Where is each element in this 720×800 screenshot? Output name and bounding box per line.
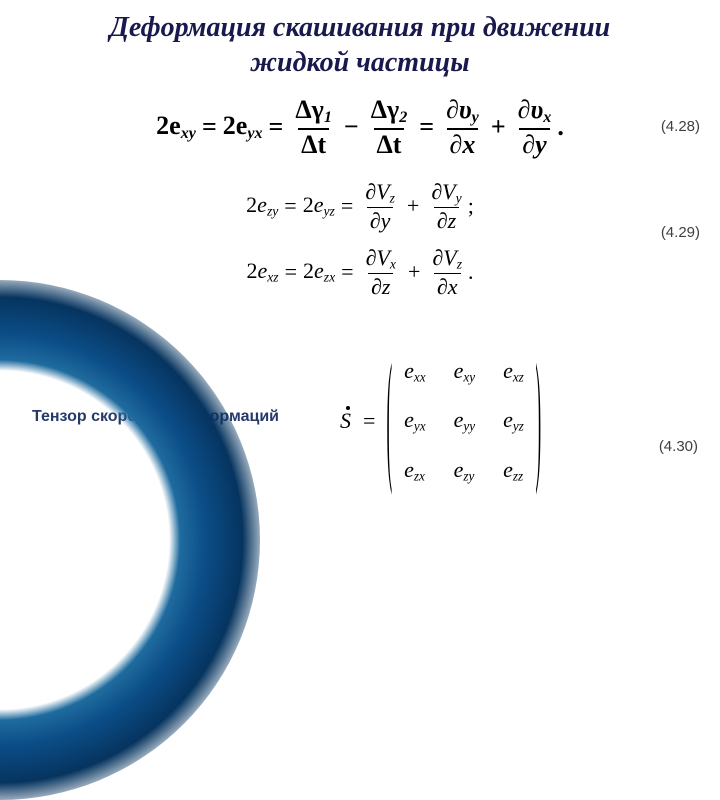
S-dot: S: [340, 408, 351, 434]
title-line-2: жидкой частицы: [250, 47, 469, 78]
equation-4-30: S = ( exx exy exz eyx eyy eyz ezx ezy ez…: [340, 358, 547, 484]
corner-decoration: [0, 280, 260, 800]
eq-number-4-28: (4.28): [661, 118, 700, 135]
equation-4-29: 2ezy = 2eyz = ∂Vz ∂y + ∂Vy ∂z ; 2exz = 2…: [60, 180, 660, 298]
left-paren-icon: (: [387, 346, 393, 492]
right-paren-icon: ): [535, 346, 541, 492]
title-line-1: Деформация скашивания при движении: [110, 12, 610, 43]
tensor-subheading: Тензор скоростей деформаций: [32, 408, 279, 426]
table-cell: exy: [454, 358, 475, 385]
equation-4-28: 2exy = 2eyx = Δγ1 Δt − Δγ2 Δt = ∂υy ∂x +…: [60, 96, 660, 158]
table-cell: ezz: [503, 457, 524, 484]
eq-number-4-30: (4.30): [659, 438, 698, 455]
table-cell: ezy: [454, 457, 475, 484]
table-cell: exx: [404, 358, 425, 385]
table-cell: eyz: [503, 407, 524, 434]
tensor-matrix: exx exy exz eyx eyy eyz ezx ezy ezz: [404, 358, 524, 484]
table-cell: exz: [503, 358, 524, 385]
slide-title: Деформация скашивания при движении жидко…: [0, 0, 720, 86]
table-cell: eyy: [454, 407, 475, 434]
table-cell: ezx: [404, 457, 425, 484]
table-cell: eyx: [404, 407, 425, 434]
eq-number-4-29: (4.29): [661, 224, 700, 241]
